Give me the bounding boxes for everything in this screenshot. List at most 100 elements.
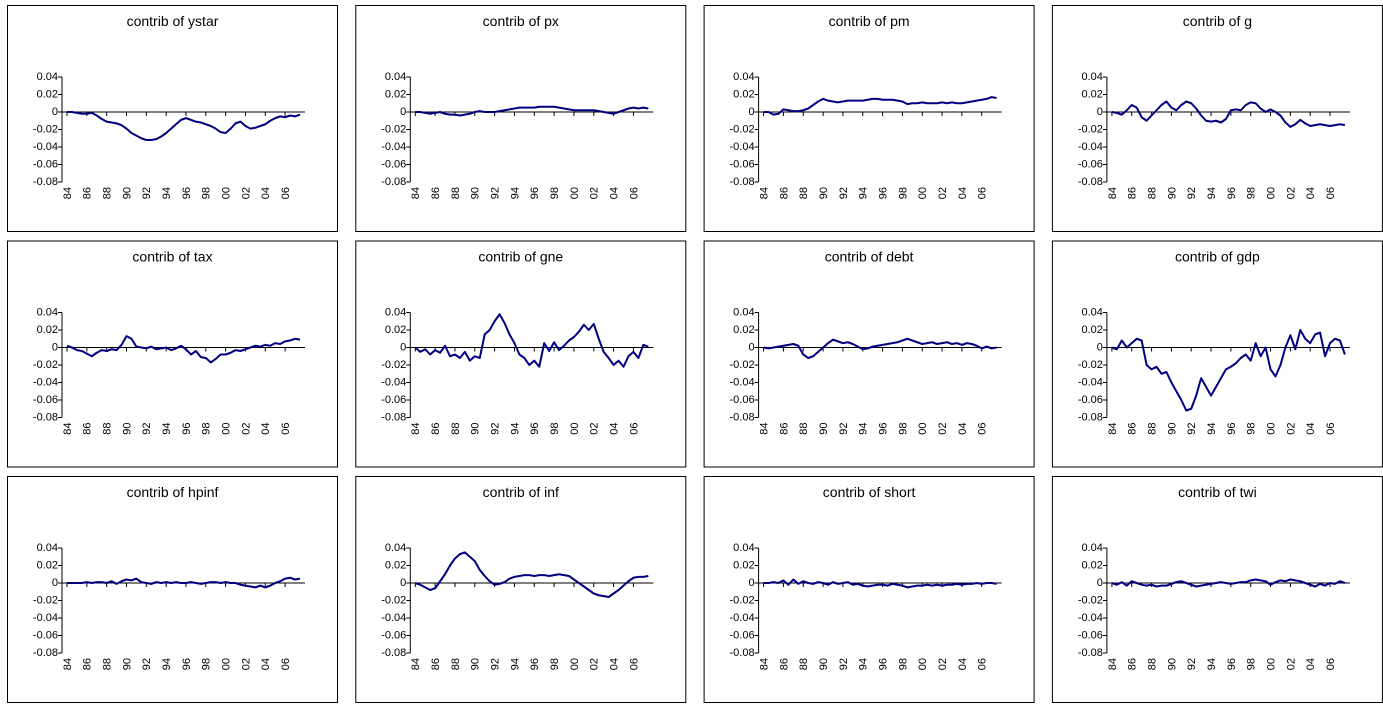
y-tick-label: -0.06 bbox=[730, 394, 755, 406]
y-tick-label: -0.08 bbox=[381, 647, 406, 659]
x-tick-label: 88 bbox=[102, 658, 114, 670]
x-tick-label: 94 bbox=[509, 658, 521, 670]
x-tick-label: 06 bbox=[628, 658, 640, 670]
x-tick-label: 88 bbox=[798, 187, 810, 199]
y-tick-label: -0.04 bbox=[1078, 612, 1103, 624]
y-tick-label: -0.04 bbox=[1078, 141, 1103, 153]
x-tick-label: 88 bbox=[102, 423, 114, 435]
y-tick-label: -0.08 bbox=[1078, 647, 1103, 659]
y-tick-label: -0.06 bbox=[730, 629, 755, 641]
x-tick-label: 88 bbox=[798, 423, 810, 435]
x-tick-label: 00 bbox=[569, 187, 581, 199]
panel: contrib of tax -0.08 -0.06 -0.04 -0.02 0 0.02 0… bbox=[7, 240, 338, 468]
x-tick-label: 88 bbox=[1146, 187, 1158, 199]
y-tick-label: -0.02 bbox=[730, 123, 755, 135]
x-tick-label: 94 bbox=[858, 423, 870, 435]
x-tick-label: 84 bbox=[1107, 187, 1119, 199]
x-tick-label: 02 bbox=[240, 658, 252, 670]
x-tick-label: 98 bbox=[1246, 658, 1258, 670]
x-tick-label: 00 bbox=[917, 423, 929, 435]
data-line bbox=[1111, 578, 1346, 588]
x-tick-label: 92 bbox=[1186, 423, 1198, 435]
y-tick-label: 0.04 bbox=[733, 71, 754, 83]
y-tick-label: 0.02 bbox=[385, 324, 406, 336]
y-tick-label: 0.02 bbox=[733, 559, 754, 571]
y-tick-label: 0 bbox=[52, 106, 58, 118]
x-tick-label: 84 bbox=[759, 187, 771, 199]
x-tick-label: 96 bbox=[529, 187, 541, 199]
chart-title: contrib of pm bbox=[829, 13, 910, 29]
y-tick-label: -0.06 bbox=[381, 394, 406, 406]
x-tick-label: 00 bbox=[221, 423, 233, 435]
y-tick-label: -0.06 bbox=[33, 394, 58, 406]
x-tick-label: 92 bbox=[141, 187, 153, 199]
y-tick-label: -0.04 bbox=[33, 376, 58, 388]
x-tick-label: 06 bbox=[628, 423, 640, 435]
y-tick-label: 0.04 bbox=[37, 71, 58, 83]
y-tick-label: -0.04 bbox=[730, 141, 755, 153]
y-tick-label: -0.08 bbox=[1078, 411, 1103, 423]
x-tick-label: 98 bbox=[897, 187, 909, 199]
panel: contrib of pm -0.08 -0.06 -0.04 -0.02 0 0.02 0.… bbox=[703, 5, 1035, 232]
x-tick-label: 96 bbox=[529, 423, 541, 435]
y-tick-label: 0 bbox=[400, 106, 406, 118]
x-tick-label: 86 bbox=[82, 658, 94, 670]
x-tick-label: 06 bbox=[1325, 187, 1337, 199]
x-tick-label: 04 bbox=[1305, 658, 1317, 670]
x-tick-label: 94 bbox=[1206, 658, 1218, 670]
y-tick-label: 0.04 bbox=[733, 306, 754, 318]
panel: contrib of px -0.08 -0.06 -0.04 -0.02 0 0.02 0.… bbox=[355, 5, 687, 232]
x-tick-label: 98 bbox=[549, 187, 561, 199]
y-tick-label: -0.04 bbox=[381, 376, 406, 388]
x-tick-label: 90 bbox=[1166, 658, 1178, 670]
x-tick-label: 06 bbox=[280, 658, 292, 670]
y-tick-label: 0.04 bbox=[385, 542, 406, 554]
data-line bbox=[414, 551, 649, 598]
x-tick-label: 84 bbox=[62, 658, 74, 670]
x-tick-label: 96 bbox=[1226, 658, 1238, 670]
x-tick-label: 86 bbox=[430, 658, 442, 670]
y-tick-label: -0.02 bbox=[33, 123, 58, 135]
data-line bbox=[763, 578, 997, 589]
x-tick-label: 84 bbox=[410, 423, 422, 435]
y-tick-label: 0 bbox=[748, 577, 754, 589]
x-tick-label: 90 bbox=[818, 423, 830, 435]
x-tick-label: 02 bbox=[1285, 187, 1297, 199]
y-tick-label: -0.04 bbox=[33, 612, 58, 624]
chart-title: contrib of debt bbox=[825, 249, 914, 265]
x-tick-label: 06 bbox=[280, 187, 292, 199]
x-tick-label: 06 bbox=[977, 423, 989, 435]
x-tick-label: 84 bbox=[62, 423, 74, 435]
x-tick-label: 88 bbox=[450, 423, 462, 435]
x-tick-label: 02 bbox=[589, 658, 601, 670]
y-tick-label: 0.02 bbox=[37, 559, 58, 571]
y-tick-label: 0.02 bbox=[1081, 559, 1102, 571]
chart-title: contrib of gdp bbox=[1175, 249, 1260, 265]
x-tick-label: 06 bbox=[628, 187, 640, 199]
x-tick-label: 92 bbox=[838, 187, 850, 199]
y-tick-label: -0.02 bbox=[33, 359, 58, 371]
x-tick-label: 04 bbox=[260, 658, 272, 670]
x-tick-label: 86 bbox=[82, 187, 94, 199]
x-tick-label: 90 bbox=[470, 658, 482, 670]
y-tick-label: 0 bbox=[1097, 341, 1103, 353]
x-tick-label: 04 bbox=[609, 187, 621, 199]
x-tick-label: 86 bbox=[778, 187, 790, 199]
x-tick-label: 96 bbox=[181, 187, 193, 199]
x-tick-label: 90 bbox=[818, 187, 830, 199]
data-line bbox=[67, 111, 301, 141]
y-tick-label: -0.02 bbox=[1078, 359, 1103, 371]
x-tick-label: 86 bbox=[430, 187, 442, 199]
y-tick-label: -0.02 bbox=[730, 594, 755, 606]
x-tick-label: 98 bbox=[201, 187, 213, 199]
x-tick-label: 92 bbox=[1186, 187, 1198, 199]
x-tick-label: 88 bbox=[450, 658, 462, 670]
x-tick-label: 86 bbox=[778, 658, 790, 670]
chart-title: contrib of g bbox=[1183, 13, 1252, 29]
x-tick-label: 90 bbox=[121, 658, 133, 670]
x-tick-label: 06 bbox=[977, 658, 989, 670]
y-tick-label: -0.02 bbox=[730, 359, 755, 371]
x-tick-label: 00 bbox=[1265, 187, 1277, 199]
data-line bbox=[414, 313, 649, 368]
panel: contrib of inf -0.08 -0.06 -0.04 -0.02 0 0.02 0… bbox=[355, 476, 687, 703]
